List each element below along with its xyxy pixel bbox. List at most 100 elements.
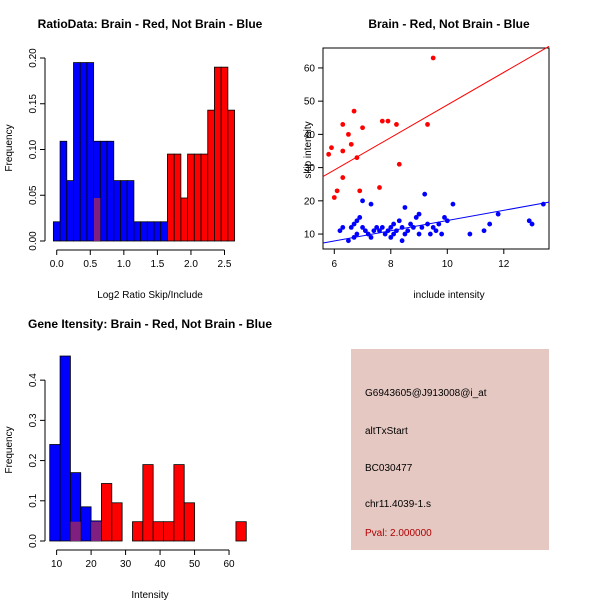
ratio-notbrain-bar bbox=[126, 180, 135, 242]
gene-y-tick-label: 0.0 bbox=[28, 534, 39, 548]
brain-point bbox=[357, 188, 363, 194]
probe-info-panel: G6943605@J913008@i_at altTxStart BC03047… bbox=[351, 349, 549, 550]
brain-point bbox=[354, 155, 360, 161]
ratio-histogram-bars bbox=[52, 62, 235, 242]
ratio-notbrain-bar bbox=[146, 221, 155, 242]
notbrain-point bbox=[396, 218, 402, 224]
notbrain-point bbox=[399, 238, 405, 244]
brain-point bbox=[326, 151, 332, 157]
notbrain-point bbox=[411, 225, 416, 230]
scatter-fit-lines bbox=[322, 45, 550, 244]
scatter-y-tick-label: 50 bbox=[304, 97, 316, 108]
gene-overlap-bar bbox=[91, 521, 102, 541]
intensity-scatter-xlabel: include intensity bbox=[413, 290, 484, 301]
notbrain-point bbox=[337, 228, 343, 234]
ratio-histogram-title: RatioData: Brain - Red, Not Brain - Blue bbox=[38, 17, 263, 31]
brain-point bbox=[379, 118, 385, 124]
scatter-plot-box bbox=[322, 47, 550, 250]
ratio-brain-bar bbox=[187, 153, 195, 242]
ratio-brain-bar bbox=[200, 153, 209, 242]
notbrain-point bbox=[467, 231, 473, 237]
ratio-x-tick-label: 1.5 bbox=[150, 259, 164, 270]
brain-point bbox=[425, 122, 430, 127]
notbrain-point bbox=[351, 234, 357, 240]
scatter-x-tick-label: 6 bbox=[332, 259, 338, 270]
ratio-notbrain-bar bbox=[113, 180, 121, 242]
scatter-x-tick-label: 12 bbox=[498, 259, 510, 270]
ratio-notbrain-bar bbox=[153, 221, 162, 242]
brain-point bbox=[396, 161, 402, 167]
gene-y-tick-label: 0.4 bbox=[28, 373, 39, 387]
ratio-x-tick-label: 0.0 bbox=[50, 259, 64, 270]
ratio-y-tick-label: 0.15 bbox=[28, 94, 39, 114]
scatter-y-tick-label: 20 bbox=[304, 196, 316, 207]
notbrain-point bbox=[382, 231, 388, 237]
intensity-scatter-title: Brain - Red, Not Brain - Blue bbox=[368, 17, 530, 31]
notbrain-point bbox=[377, 228, 382, 234]
ratio-notbrain-bar bbox=[86, 62, 95, 242]
notbrain-point bbox=[340, 225, 346, 230]
scatter-x-tick-label: 8 bbox=[388, 259, 394, 270]
notbrain-point bbox=[487, 221, 493, 227]
notbrain-point bbox=[348, 225, 354, 230]
ratio-x-tick-label: 2.0 bbox=[184, 259, 198, 270]
ratio-y-tick-label: 0.05 bbox=[28, 185, 39, 205]
brain-point bbox=[340, 122, 346, 127]
gene-brain-bar bbox=[235, 521, 247, 542]
notbrain-point bbox=[385, 228, 391, 234]
ratio-notbrain-bar bbox=[140, 221, 148, 242]
notbrain-point bbox=[442, 215, 447, 220]
notbrain-point bbox=[394, 228, 399, 234]
ratio-brain-bar bbox=[180, 197, 188, 242]
gene-brain-bar bbox=[142, 464, 154, 542]
gene-intensity-axes: 10 20 30 40 50 60 0.0 0.1 0.2 0.3 0.4 bbox=[28, 373, 235, 570]
gene-x-tick-label: 50 bbox=[189, 559, 201, 570]
accession-text: BC030477 bbox=[365, 463, 413, 474]
brain-point bbox=[385, 118, 391, 124]
notbrain-point bbox=[430, 225, 436, 230]
notbrain-point bbox=[436, 221, 442, 227]
notbrain-point bbox=[391, 231, 397, 237]
gene-x-tick-label: 30 bbox=[120, 559, 132, 570]
notbrain-point bbox=[399, 225, 405, 230]
brain-point bbox=[360, 125, 365, 131]
notbrain-point bbox=[368, 234, 374, 240]
notbrain-point bbox=[360, 225, 365, 230]
notbrain-point bbox=[379, 225, 385, 230]
gene-brain-bar bbox=[173, 464, 185, 542]
notbrain-point bbox=[529, 221, 535, 227]
brain-point bbox=[430, 55, 436, 61]
gene-brain-bar bbox=[163, 521, 175, 542]
notbrain-point bbox=[405, 228, 411, 234]
notbrain-point bbox=[365, 231, 371, 237]
notbrain-point bbox=[402, 205, 408, 210]
scatter-y-tick-label: 60 bbox=[304, 63, 316, 74]
gene-x-tick-label: 20 bbox=[86, 559, 98, 570]
brain-point bbox=[329, 145, 334, 151]
notbrain-point bbox=[439, 231, 445, 237]
scatter-x-tick-label: 10 bbox=[442, 259, 454, 270]
ratio-y-tick-label: 0.20 bbox=[28, 48, 39, 68]
brain-point bbox=[394, 122, 399, 127]
notbrain-point bbox=[368, 201, 374, 207]
ratio-notbrain-bar bbox=[79, 62, 88, 242]
gene-notbrain-bar bbox=[59, 355, 71, 542]
notbrain-point bbox=[354, 231, 360, 237]
ratio-notbrain-bar bbox=[133, 221, 142, 242]
intensity-scatter-ylabel: skip intensity bbox=[303, 121, 314, 178]
ratio-notbrain-bar bbox=[120, 180, 128, 242]
ratio-y-tick-label: 0.00 bbox=[28, 231, 39, 251]
pval-text: Pval: 2.000000 bbox=[365, 528, 432, 539]
ratio-histogram-axes: 0.0 0.5 1.0 1.5 2.0 2.5 0.00 0.05 0.10 0.15 0.20 bbox=[28, 48, 232, 270]
notbrain-point bbox=[450, 201, 456, 207]
gene-brain-bar bbox=[132, 521, 144, 542]
intensity-scatter-panel: Brain - Red, Not Brain - Blue 6 8 10 12 10 20… bbox=[303, 17, 550, 301]
ratio-x-tick-label: 2.5 bbox=[218, 259, 232, 270]
event-type-text: altTxStart bbox=[365, 426, 408, 437]
ratio-histogram-xlabel: Log2 Ratio Skip/Include bbox=[97, 290, 203, 301]
ratio-brain-bar bbox=[193, 153, 202, 242]
notbrain-point bbox=[416, 231, 422, 237]
ratio-histogram-ylabel: Frequency bbox=[4, 124, 15, 171]
notbrain-point bbox=[413, 215, 419, 220]
notbrain-point bbox=[357, 215, 363, 220]
